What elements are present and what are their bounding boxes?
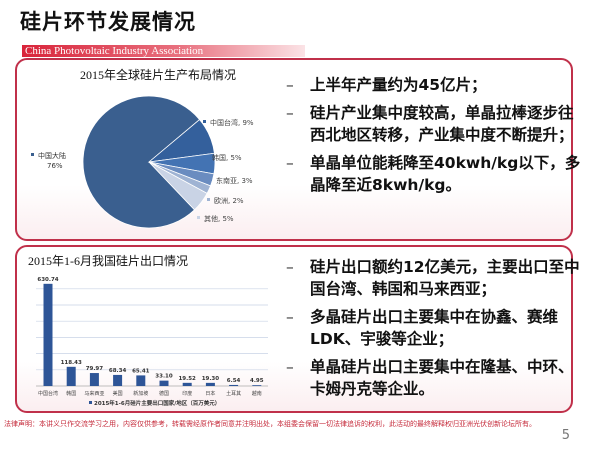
pie-label: 欧洲, 2% xyxy=(214,196,244,205)
pie-slice-0 xyxy=(82,95,201,229)
bar-8 xyxy=(229,384,239,386)
bar-value-label: 79.97 xyxy=(86,366,104,372)
bar-category-label: 新加坡 xyxy=(133,390,148,397)
bullet-item: – 多晶硅片出口主要集中在协鑫、赛维LDK、宇骏等企业； xyxy=(286,308,559,348)
bullet-item: – 硅片产业集中度较高，单晶拉棒逐步往西北地区转移，产业集中度不断提升； xyxy=(286,104,574,144)
bar-value-label: 19.30 xyxy=(202,376,220,382)
bar-legend-label: 2015年1-6月硅片主要出口国家/地区（百万美元） xyxy=(94,399,220,407)
bar-4 xyxy=(136,375,146,386)
pie-chart-title: 2015年全球硅片生产布局情况 xyxy=(80,67,236,82)
pie-label: 东南亚, 3% xyxy=(216,176,253,185)
pie-slice-5 xyxy=(148,161,208,211)
bar-0 xyxy=(43,283,53,386)
pie-legend-swatch xyxy=(197,216,200,219)
export-section xyxy=(15,245,573,413)
bar-value-label: 630.74 xyxy=(37,277,58,283)
pie-chart: 中国大陆 76% 中国台湾, 9% 韩国, 5% 东南亚, 3% 欧洲, 2% 其他, 5% xyxy=(31,95,254,229)
bar-value-label: 6.54 xyxy=(227,378,241,384)
bar-category-label: 美国 xyxy=(113,390,123,397)
bar-category-label: 印度 xyxy=(182,390,192,397)
pie-legend-swatch xyxy=(205,155,208,158)
bar-category-label: 中国台湾 xyxy=(38,390,58,397)
bar-category-label: 马来西亚 xyxy=(84,390,104,397)
production-bullets: – 上半年产量约为45亿片； – 硅片产业集中度较高，单晶拉棒逐步往西北地区转移，产… xyxy=(282,74,582,202)
bar-category-label: 越南 xyxy=(252,390,262,397)
bar-chart: 630.74 中国台湾 118.43 韩国 79.97 马来西亚 68.34 美国 65.41 新… xyxy=(36,277,268,397)
bar-value-label: 118.43 xyxy=(61,360,82,366)
bullet-item: – 单晶硅片出口主要集中在隆基、中环、卡姆丹克等企业。 xyxy=(286,358,574,398)
pie-legend-swatch xyxy=(209,178,212,181)
bar-6 xyxy=(182,382,192,386)
pie-legend-swatch xyxy=(207,198,210,201)
bar-5 xyxy=(159,380,169,386)
association-banner: China Photovoltaic Industry Association xyxy=(22,45,305,57)
bar-chart-title: 2015年1-6月我国硅片出口情况 xyxy=(28,254,188,268)
bar-category-label: 韩国 xyxy=(66,390,76,397)
bar-2 xyxy=(89,373,99,386)
pie-legend-swatch xyxy=(31,153,34,156)
bullet-item: – 上半年产量约为45亿片； xyxy=(286,76,487,94)
bar-category-label: 日本 xyxy=(205,390,215,397)
pie-legend-swatch xyxy=(203,120,206,123)
bar-3 xyxy=(113,374,123,386)
bar-category-label: 德国 xyxy=(159,390,169,397)
pie-label: 韩国, 5% xyxy=(212,153,242,162)
bullet-item: – 单晶单位能耗降至40kwh/kg以下，多晶降至近8kwh/kg。 xyxy=(286,154,581,194)
bar-category-label: 土耳其 xyxy=(226,390,241,397)
bar-value-label: 33.10 xyxy=(155,374,173,380)
bar-9 xyxy=(252,385,262,386)
bar-value-label: 4.95 xyxy=(250,378,264,384)
bar-1 xyxy=(66,366,76,386)
legal-disclaimer: 法律声明：本讲义只作交流学习之用，内容仅供参考，转载需经原作者同意并注明出处，本… xyxy=(4,420,536,428)
pie-label: 中国大陆 xyxy=(38,151,66,160)
bar-value-label: 68.34 xyxy=(109,368,127,374)
pie-value-label: 76% xyxy=(47,162,63,170)
bar-value-label: 19.52 xyxy=(178,376,196,382)
page-number: 5 xyxy=(561,428,570,443)
bar-7 xyxy=(205,382,215,386)
export-bullets: – 硅片出口额约12亿美元，主要出口至中国台湾、韩国和马来西亚； – 多晶硅片出口主… xyxy=(282,256,582,406)
slide-title: 硅片环节发展情况 xyxy=(20,10,196,34)
pie-label: 中国台湾, 9% xyxy=(210,118,254,127)
bar-legend-swatch xyxy=(89,401,92,404)
bullet-item: – 硅片出口额约12亿美元，主要出口至中国台湾、韩国和马来西亚； xyxy=(286,258,580,298)
bar-value-label: 65.41 xyxy=(132,368,150,374)
pie-label: 其他, 5% xyxy=(204,214,234,223)
